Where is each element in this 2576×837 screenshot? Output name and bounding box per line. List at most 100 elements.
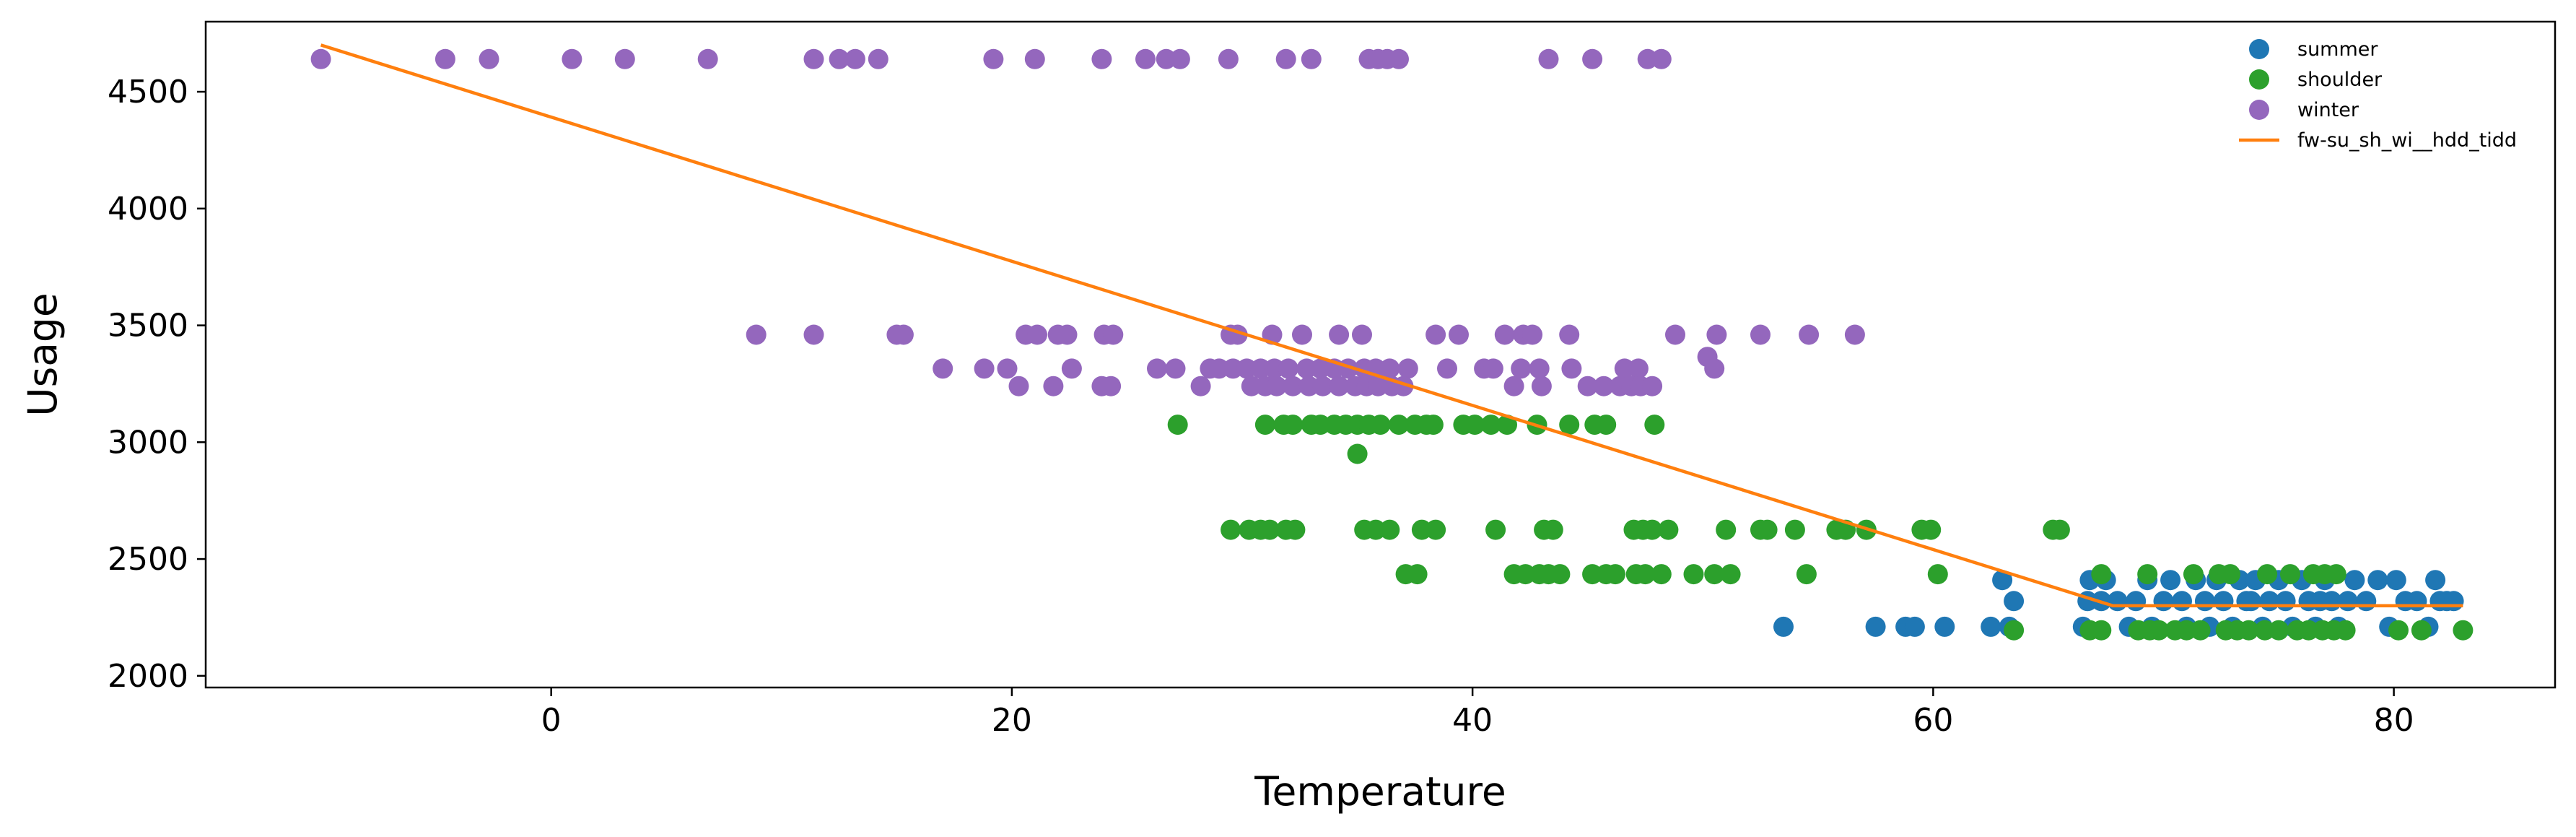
winter-point xyxy=(1156,48,1176,69)
winter-point xyxy=(1057,324,1078,345)
x-tick-label: 80 xyxy=(2374,702,2414,739)
legend-marker-winter xyxy=(2249,100,2269,120)
shoulder-point xyxy=(2453,620,2474,641)
winter-point xyxy=(1275,48,1296,69)
summer-point xyxy=(2126,591,2147,612)
winter-point xyxy=(1582,48,1603,69)
summer-point xyxy=(2172,591,2192,612)
summer-point xyxy=(2367,570,2388,591)
shoulder-point xyxy=(2326,564,2346,585)
legend-label: summer xyxy=(2297,38,2378,61)
winter-point xyxy=(1750,324,1771,345)
x-tick-label: 20 xyxy=(992,702,1032,739)
winter-point xyxy=(479,48,499,69)
y-tick-label: 2000 xyxy=(108,658,188,695)
winter-point xyxy=(746,324,767,345)
shoulder-point xyxy=(1720,564,1741,585)
winter-point xyxy=(1561,358,1582,379)
summer-point xyxy=(1981,616,2001,637)
winter-point xyxy=(1091,48,1112,69)
winter-point xyxy=(1043,376,1064,396)
shoulder-point xyxy=(1464,415,1485,435)
winter-point xyxy=(1651,48,1672,69)
winter-point xyxy=(803,324,824,345)
winter-point xyxy=(829,48,850,69)
winter-point xyxy=(1531,376,1552,396)
winter-point xyxy=(1236,358,1257,379)
shoulder-point xyxy=(1425,519,1446,540)
winter-point xyxy=(1706,324,1727,345)
shoulder-point xyxy=(1596,415,1617,435)
legend-marker-shoulder xyxy=(2249,69,2269,90)
winter-point xyxy=(1529,358,1550,379)
summer-point xyxy=(2443,591,2464,612)
winter-point xyxy=(1368,376,1389,396)
winter-point xyxy=(933,358,953,379)
winter-point xyxy=(1577,376,1598,396)
shoulder-point xyxy=(1370,415,1391,435)
legend-label: fw-su_sh_wi__hdd_tidd xyxy=(2297,129,2517,152)
winter-point xyxy=(1027,324,1047,345)
shoulder-point xyxy=(1366,519,1387,540)
legend: summer shoulder winter fw-su_sh_wi__hdd_tid… xyxy=(2239,38,2517,152)
shoulder-point xyxy=(2269,620,2289,641)
summer-point xyxy=(2240,591,2261,612)
shoulder-point xyxy=(2183,564,2204,585)
winter-point xyxy=(1147,358,1167,379)
shoulder-point xyxy=(1389,415,1409,435)
x-axis-title: Temperature xyxy=(1254,768,1506,815)
shoulder-point xyxy=(1542,519,1563,540)
winter-point xyxy=(1310,358,1331,379)
winter-point xyxy=(844,48,865,69)
winter-point xyxy=(1594,376,1614,396)
winter-point xyxy=(868,48,888,69)
winter-point xyxy=(1283,376,1304,396)
shoulder-point xyxy=(2298,620,2319,641)
shoulder-point xyxy=(1379,519,1400,540)
y-tick-label: 4000 xyxy=(108,191,188,227)
axes: 0 20 40 60 80 2000 2500 3000 3500 4000 4500 xyxy=(108,20,2557,739)
shoulder-point xyxy=(1796,564,1817,585)
x-tick-label: 0 xyxy=(541,702,562,739)
shoulder-point xyxy=(1644,415,1665,435)
summer-point xyxy=(2107,591,2128,612)
winter-point xyxy=(614,48,635,69)
winter-point xyxy=(1538,48,1559,69)
winter-point xyxy=(1218,48,1239,69)
winter-point xyxy=(1389,48,1409,69)
shoulder-point xyxy=(1921,519,1942,540)
legend-label: shoulder xyxy=(2297,69,2383,91)
shoulder-point xyxy=(1485,519,1506,540)
shoulder-point xyxy=(2335,620,2356,641)
winter-point xyxy=(997,358,1018,379)
shoulder-point xyxy=(1497,415,1517,435)
winter-point xyxy=(1483,358,1503,379)
shoulder-point xyxy=(1927,564,1948,585)
winter-point xyxy=(1329,324,1350,345)
summer-point xyxy=(1773,616,1794,637)
summer-point xyxy=(1934,616,1955,637)
shoulder-point xyxy=(2176,620,2197,641)
winter-point xyxy=(1494,324,1515,345)
y-axis-title: Usage xyxy=(19,292,66,416)
shoulder-point xyxy=(1259,519,1280,540)
shoulder-point xyxy=(1423,415,1444,435)
summer-point xyxy=(1992,570,2013,591)
shoulder-point xyxy=(1285,519,1306,540)
shoulder-point xyxy=(1515,564,1536,585)
shoulder-point xyxy=(2091,620,2112,641)
winter-point xyxy=(1278,358,1298,379)
summer-point xyxy=(1865,616,1886,637)
winter-point xyxy=(1844,324,1865,345)
shoulder-point xyxy=(1221,519,1241,540)
shoulder-point xyxy=(2411,620,2432,641)
plot-frame xyxy=(204,20,2557,689)
summer-point xyxy=(2275,591,2296,612)
shoulder-point xyxy=(2254,620,2275,641)
summer-point xyxy=(2337,591,2358,612)
winter-point xyxy=(310,48,331,69)
shoulder-point xyxy=(1716,519,1737,540)
summer-point xyxy=(2356,591,2377,612)
shoulder-point xyxy=(2149,620,2170,641)
